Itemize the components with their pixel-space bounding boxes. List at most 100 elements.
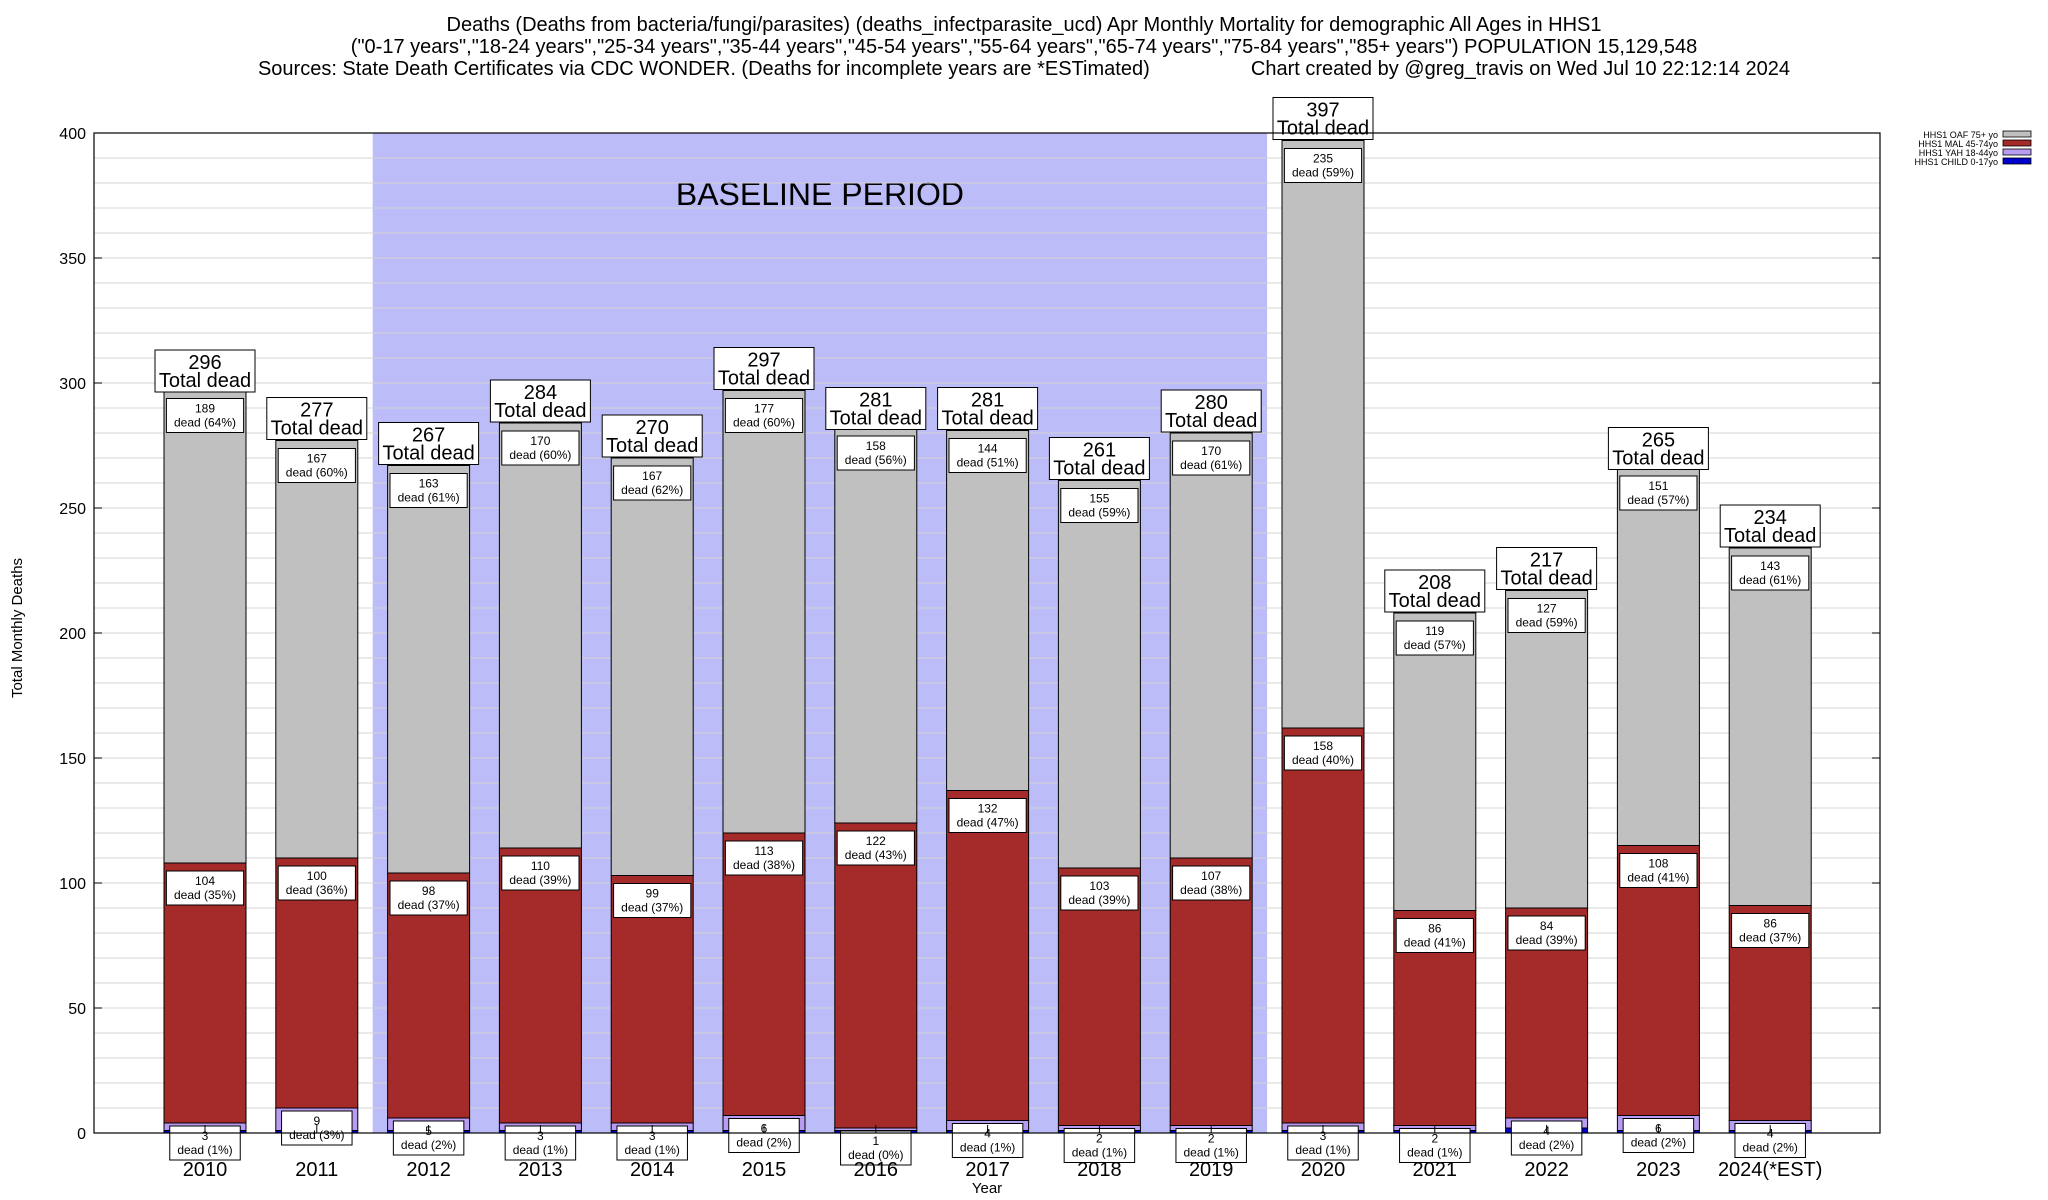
segment-label-text: 1 <box>872 1134 879 1148</box>
x-axis-label: Year <box>972 1180 1002 1197</box>
total-suffix: Total dead <box>1053 458 1145 480</box>
segment-label-text: dead (2%) <box>1519 1138 1574 1152</box>
segment-label-text: dead (61%) <box>1180 458 1242 472</box>
segment-label-box <box>165 398 245 433</box>
total-label-box <box>1496 547 1598 590</box>
total-suffix: Total dead <box>271 418 363 440</box>
y-tick-label: 300 <box>59 376 86 393</box>
chart-credit: Chart created by @greg_travis on Wed Jul… <box>1250 58 1791 80</box>
chart-source-line: Sources: State Death Certificates via CD… <box>0 58 2048 80</box>
segment-label-text: 3 <box>202 1129 209 1143</box>
x-tick-label: 2010 <box>183 1159 228 1181</box>
segment-label-box <box>728 1118 800 1153</box>
legend-label: HHS1 YAH 18-44yo <box>1919 148 1998 158</box>
total-suffix: Total dead <box>941 408 1033 430</box>
total-value: 277 <box>300 400 333 422</box>
x-tick-label: 2011 <box>295 1159 338 1181</box>
y-tick-label: 400 <box>59 126 86 143</box>
x-tick-label: 2024(*EST) <box>1718 1159 1823 1181</box>
segment-label-text: dead (60%) <box>286 466 348 480</box>
segment-label-text: dead (1%) <box>177 1143 232 1157</box>
segment-label-text: 155 <box>1089 492 1109 506</box>
segment-label-text: 98 <box>422 884 436 898</box>
segment-label-text: dead (41%) <box>1627 871 1689 885</box>
segment-label-text: dead (60%) <box>733 416 795 430</box>
segment-label-text: dead (59%) <box>1292 166 1354 180</box>
bar-segment <box>498 847 582 1124</box>
segment-label-text: dead (41%) <box>1404 936 1466 950</box>
segment-label-box <box>948 798 1027 833</box>
y-tick-label: 250 <box>59 501 86 518</box>
segment-label-text: dead (3%) <box>289 1128 344 1142</box>
segment-label-text: dead (38%) <box>1180 883 1242 897</box>
total-suffix: Total dead <box>1165 410 1257 432</box>
legend-label: HHS1 OAF 75+ yo <box>1923 130 1998 140</box>
segment-label-box <box>613 883 692 918</box>
segment-label-text: dead (35%) <box>174 888 236 902</box>
chart-title: Deaths (Deaths from bacteria/fungi/paras… <box>446 14 1602 36</box>
segment-label-text: dead (38%) <box>733 858 795 872</box>
y-tick-label: 200 <box>59 626 86 643</box>
segment-label-text: dead (39%) <box>1068 893 1130 907</box>
segment-label-box <box>1731 913 1810 948</box>
segment-label-text: 9 <box>313 1114 320 1128</box>
segment-label-text: 2 <box>1096 1132 1103 1146</box>
segment-label-text: dead (61%) <box>1739 573 1801 587</box>
segment-label-box <box>165 870 245 906</box>
segment-label-text: dead (0%) <box>848 1148 903 1162</box>
total-label-box <box>378 422 480 465</box>
chart-source: Sources: State Death Certificates via CD… <box>257 58 1150 80</box>
segment-label-text: 2 <box>1431 1132 1438 1146</box>
chart-header: Deaths (Deaths from bacteria/fungi/paras… <box>0 14 2048 80</box>
segment-label-text: dead (1%) <box>1407 1146 1462 1160</box>
total-value: 267 <box>412 425 445 447</box>
x-tick-label: 2018 <box>1077 1159 1122 1181</box>
segment-label-text: dead (57%) <box>1404 638 1466 652</box>
segment-label-text: dead (36%) <box>286 883 348 897</box>
segment-label-text: dead (2%) <box>1743 1141 1798 1155</box>
bar-segment <box>1616 845 1700 1116</box>
segment-label-text: 104 <box>195 874 215 888</box>
segment-label-text: 158 <box>866 439 886 453</box>
total-value: 281 <box>859 390 892 412</box>
total-value: 234 <box>1754 507 1787 529</box>
segment-label-text: dead (62%) <box>621 483 683 497</box>
x-tick-label: 2016 <box>854 1159 899 1181</box>
bar-segment <box>946 790 1030 1121</box>
total-suffix: Total dead <box>1277 118 1369 140</box>
segment-label-text: 86 <box>1428 922 1442 936</box>
segment-label-text: dead (37%) <box>1739 931 1801 945</box>
bar-segment <box>1616 467 1700 846</box>
y-tick-label: 100 <box>59 876 86 893</box>
segment-label-text: dead (59%) <box>1516 616 1578 630</box>
segment-label-text: 3 <box>537 1129 544 1143</box>
total-value: 261 <box>1083 440 1116 462</box>
segment-label-text: 100 <box>307 869 327 883</box>
segment-label-text: dead (47%) <box>957 816 1019 830</box>
total-value: 280 <box>1195 392 1228 414</box>
segment-label-text: 107 <box>1201 869 1221 883</box>
bar-segment <box>1728 547 1812 906</box>
segment-label-text: dead (39%) <box>509 873 571 887</box>
bar-layer <box>163 140 1812 1134</box>
axis-layer: 0 50 100 150 200 250 300 350 400 2010 2011 2012 2013… <box>59 126 1881 1181</box>
total-label-box <box>489 379 591 423</box>
segment-label-text: 151 <box>1648 479 1668 493</box>
bar-segment <box>834 427 918 824</box>
